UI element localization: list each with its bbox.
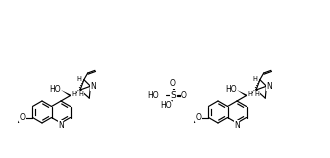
Text: HO: HO [225, 85, 237, 94]
Text: N: N [234, 121, 240, 130]
Text: H: H [252, 76, 257, 82]
Text: H: H [71, 91, 76, 97]
Text: N: N [58, 121, 64, 130]
Text: O: O [181, 91, 187, 100]
Text: HO: HO [49, 85, 61, 94]
Text: HO: HO [148, 91, 159, 100]
Text: O: O [196, 113, 201, 122]
Polygon shape [61, 90, 71, 96]
Polygon shape [237, 90, 247, 96]
Text: N: N [267, 82, 272, 91]
Text: S: S [170, 91, 176, 100]
Text: H: H [77, 76, 81, 82]
Text: H: H [247, 91, 252, 97]
Text: H: H [255, 91, 259, 97]
Text: O: O [170, 79, 176, 88]
Text: HO: HO [160, 101, 172, 110]
Text: N: N [90, 82, 96, 91]
Text: H: H [79, 91, 83, 97]
Text: O: O [19, 113, 25, 122]
